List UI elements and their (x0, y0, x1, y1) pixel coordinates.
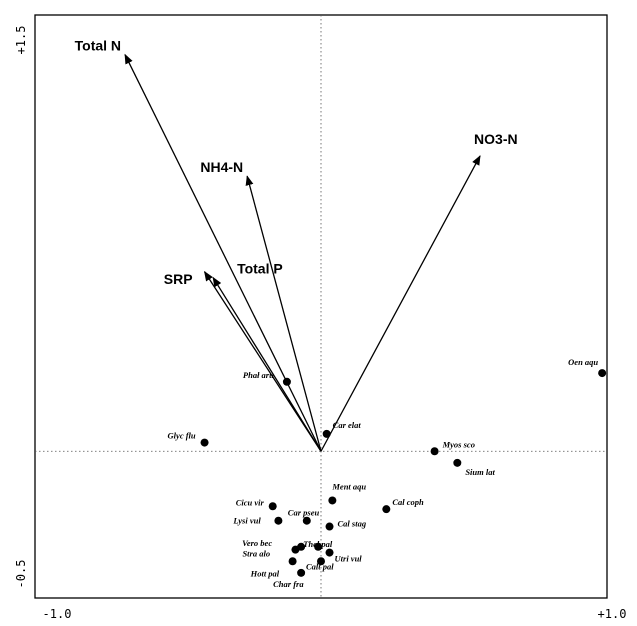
vectors-layer: Total N NH4-N NO3-N Total P SRP (75, 38, 518, 452)
vector-arrow-total-p (212, 276, 322, 452)
species-label-hott-pal: Hott pal (250, 568, 280, 578)
species-point-car-elat (322, 429, 331, 438)
species-label-char-fra: Char fra (273, 579, 304, 589)
species-point-thel-pal (314, 542, 323, 551)
y-tick-label-min: -0.5 (14, 560, 28, 589)
vector-label-no3-n: NO3-N (474, 131, 518, 147)
species-point-glyc-flu (200, 438, 209, 447)
species-label-cicu-vir: Cicu vir (236, 497, 265, 507)
species-label-thel-pal: Thel pal (303, 539, 333, 549)
species-point-sium-lat (453, 458, 462, 467)
species-point-lysi-vul (274, 516, 283, 525)
species-point-utri-vul (325, 548, 334, 557)
species-point-stra-alo (291, 545, 300, 554)
species-label-ment-aqu: Ment aqu (331, 481, 366, 491)
vector-label-total-n: Total N (75, 38, 121, 54)
species-point-pha-aru (282, 377, 291, 386)
species-point-cal-stag (325, 522, 334, 531)
species-point-ment-aqu (328, 496, 337, 505)
species-label-utri-vul: Utri vul (335, 554, 363, 564)
y-tick-label-max: +1.5 (14, 26, 28, 55)
species-label-calt-pal: Calt pal (306, 561, 334, 571)
vector-arrow-no3-n (320, 155, 481, 452)
vector-label-nh4-n: NH4-N (200, 159, 243, 175)
vector-arrow-nh4-n (245, 175, 322, 452)
species-label-vero-bec: Vero bec (242, 538, 272, 548)
species-point-cal-coph (382, 505, 391, 514)
vector-label-total-p: Total P (237, 261, 283, 277)
species-label-car-pseu: Car pseu (288, 508, 320, 518)
species-label-stra-alo: Stra alo (242, 549, 270, 559)
vector-arrow-srp (204, 270, 322, 452)
x-tick-label-min: -1.0 (43, 607, 72, 621)
species-label-car-elat: Car elat (333, 420, 362, 430)
species-point-oen-aqu (598, 369, 607, 378)
species-label-myos-sco: Myos sco (442, 439, 475, 449)
species-point-char-fra (297, 568, 306, 577)
species-point-calt-pal (317, 557, 325, 566)
points-layer: Oen aqu Phał aru Car elat Glyc flu Myos sco S… (168, 357, 607, 589)
species-point-car-pseu (302, 516, 311, 525)
species-label-sium-lat: Sium lat (465, 467, 495, 477)
species-label-oen-aqu: Oen aqu (568, 357, 598, 367)
species-label-pha-aru: Phał aru (243, 370, 274, 380)
species-point-hott-pal (288, 557, 297, 566)
species-label-glyc-flu: Glyc flu (168, 431, 196, 441)
species-label-lysi-vul: Lysi vul (232, 516, 261, 526)
species-point-myos-sco (430, 447, 439, 456)
species-label-cal-stag: Cal stag (338, 519, 367, 529)
vector-label-srp: SRP (164, 271, 193, 287)
species-point-cicu-vir (268, 502, 277, 511)
plot-frame (34, 14, 608, 599)
vector-arrow-total-n (124, 53, 322, 452)
x-tick-label-max: +1.0 (598, 607, 627, 621)
species-label-cal-coph: Cal coph (392, 497, 424, 507)
